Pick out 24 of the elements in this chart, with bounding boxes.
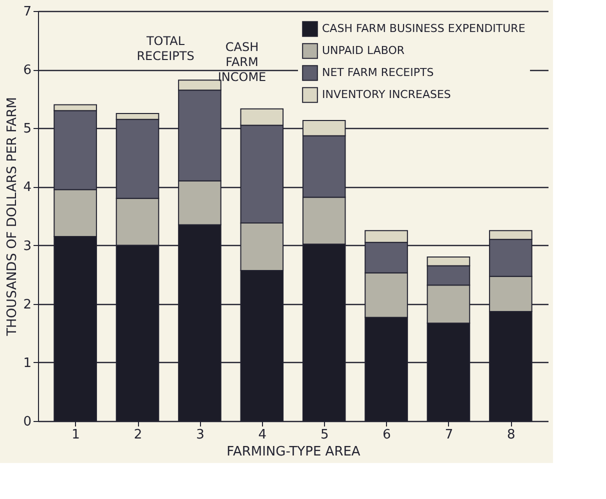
x-tick-label: 1: [72, 428, 80, 442]
y-tick-label: 2: [23, 297, 32, 312]
x-tick-label: 7: [444, 428, 454, 442]
y-axis-title: THOUSANDS OF DOLLARS PER FARM: [5, 97, 20, 337]
x-tick-label: 6: [382, 428, 391, 442]
annotation: TOTAL RECEIPTS: [136, 34, 194, 63]
y-tick-label: 6: [23, 63, 32, 78]
y-tick-label: 7: [23, 4, 32, 20]
x-axis-title: FARMING-TYPE AREA: [226, 444, 360, 460]
x-tick-label: 3: [196, 428, 204, 442]
legend-label: CASH FARM BUSINESS EXPENDITURE: [322, 22, 526, 35]
y-tick-label: 3: [23, 238, 32, 254]
legend-label: UNPAID LABOR: [322, 44, 405, 57]
y-tick-label: 0: [23, 414, 32, 430]
y-tick-label: 5: [23, 122, 32, 137]
x-tick-label: 8: [507, 428, 516, 442]
y-tick-label: 4: [23, 180, 32, 196]
y-tick-label: 1: [23, 356, 32, 371]
legend-label: NET FARM RECEIPTS: [322, 66, 434, 79]
x-tick-label: 2: [134, 428, 142, 442]
x-tick-label: 4: [258, 428, 267, 442]
annotation: CASH FARM INCOME: [218, 40, 266, 84]
legend-label: INVENTORY INCREASES: [322, 88, 451, 101]
x-tick-label: 5: [320, 428, 329, 442]
